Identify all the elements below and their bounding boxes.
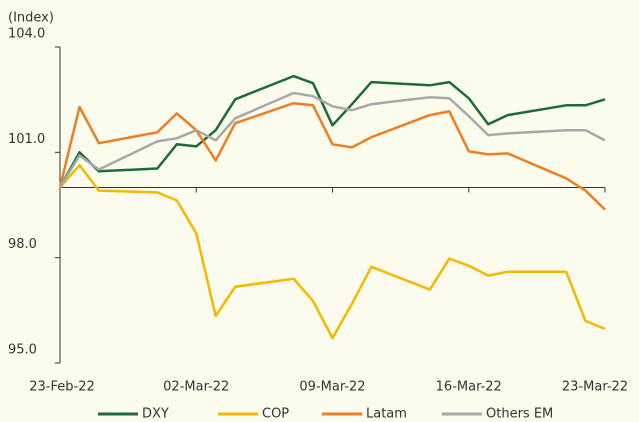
x-tick-label: 23-Mar-22	[562, 380, 628, 395]
y-tick-label: 95.0	[8, 343, 37, 358]
x-tick-label: 16-Mar-22	[436, 380, 502, 395]
legend-label: Others EM	[486, 407, 553, 422]
legend-label: Latam	[366, 407, 407, 422]
series-line	[58, 101, 606, 211]
legend-label: COP	[262, 407, 289, 422]
x-tick-label: 09-Mar-22	[299, 380, 365, 395]
legend-label: DXY	[142, 407, 169, 422]
y-tick-label: 104.0	[8, 27, 45, 42]
x-tick-label: 02-Mar-22	[163, 380, 229, 395]
x-tick-label: 23-Feb-22	[29, 380, 94, 395]
y-tick-label: 98.0	[8, 237, 37, 252]
y-axis-label: (Index)	[8, 11, 54, 26]
y-tick-label: 101.0	[8, 132, 45, 147]
series-line	[58, 74, 606, 189]
series-line	[59, 164, 606, 340]
series-line	[58, 91, 606, 189]
